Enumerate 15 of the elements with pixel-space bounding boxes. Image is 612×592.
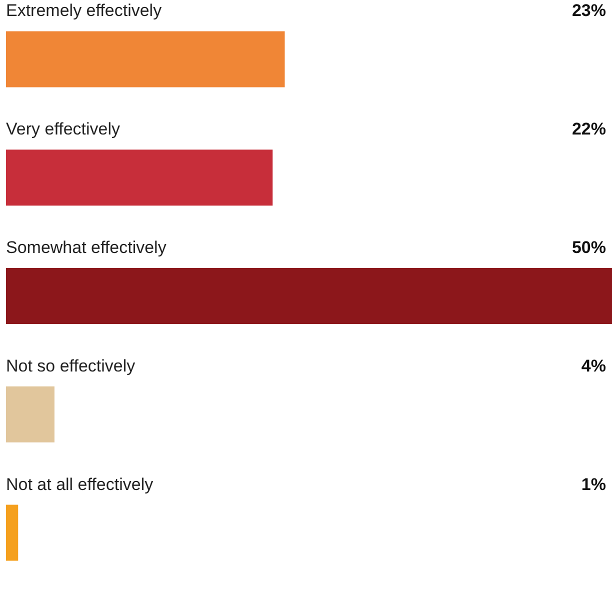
data-label: 50% (572, 238, 606, 257)
y-tick-label: Very effectively (6, 120, 121, 139)
y-tick-label: Somewhat effectively (6, 238, 167, 257)
bar (6, 268, 612, 324)
y-tick-label: Not so effectively (6, 356, 136, 376)
bar (6, 504, 18, 561)
data-label: 23% (572, 1, 606, 20)
y-tick-label: Extremely effectively (6, 1, 162, 20)
bar (6, 386, 54, 442)
y-tick-label: Not at all effectively (6, 474, 154, 494)
data-label: 22% (572, 120, 606, 139)
data-label: 1% (581, 474, 606, 494)
bar (6, 150, 273, 206)
data-label: 4% (581, 356, 606, 376)
bar (6, 31, 285, 88)
